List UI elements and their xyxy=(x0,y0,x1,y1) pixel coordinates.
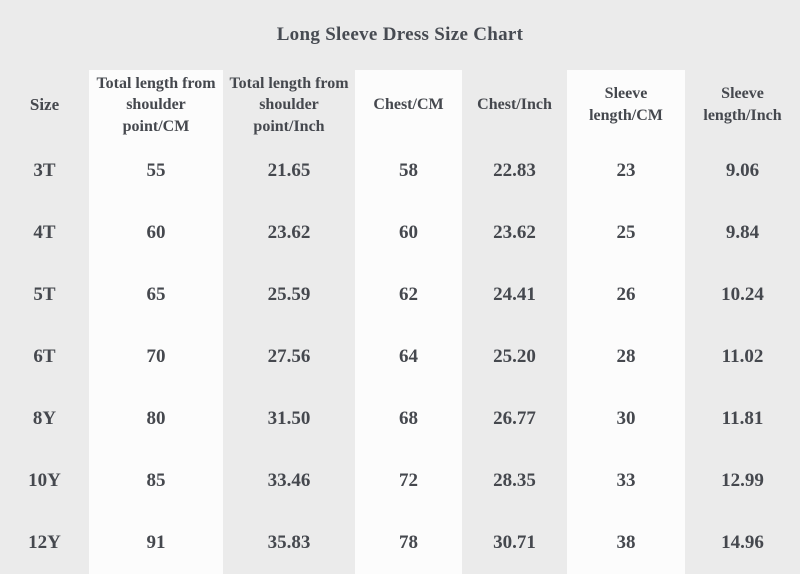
table-cell: 25.59 xyxy=(267,284,311,305)
table-cell: 9.06 xyxy=(725,160,760,181)
size-label: 3T xyxy=(33,160,56,181)
table-cell: 24.41 xyxy=(493,284,536,305)
table-cell: 64 xyxy=(355,326,462,388)
table-cell: 9.84 xyxy=(725,222,760,243)
table-cell: 85 xyxy=(89,450,223,512)
table-cell: 80 xyxy=(89,388,223,450)
table-cell: 11.02 xyxy=(721,346,764,367)
table-cell: 30 xyxy=(567,388,685,450)
table-cell: 10.24 xyxy=(721,284,764,305)
size-label: 8Y xyxy=(32,408,57,429)
column-header-chest-inch: Chest/Inch xyxy=(477,96,552,114)
table-cell: 28.35 xyxy=(493,470,536,491)
table-cell: 25.20 xyxy=(493,346,536,367)
table-cell: 35.83 xyxy=(267,532,311,553)
column-header-total-length-inch: Total length from shoulder point/Inch xyxy=(229,74,349,135)
table-cell: 28 xyxy=(567,326,685,388)
table-cell: 58 xyxy=(355,140,462,202)
column-header-sleeve-length-cm: Sleeve length/CM xyxy=(567,70,685,140)
table-cell: 25 xyxy=(567,202,685,264)
size-label: 5T xyxy=(33,284,56,305)
size-label: 12Y xyxy=(28,532,61,553)
table-cell: 33 xyxy=(567,450,685,512)
size-label: 4T xyxy=(33,222,56,243)
table-cell: 60 xyxy=(89,202,223,264)
table-cell: 23.62 xyxy=(493,222,536,243)
table-cell: 26.77 xyxy=(493,408,536,429)
table-cell: 26 xyxy=(567,264,685,326)
table-cell: 60 xyxy=(355,202,462,264)
table-cell: 11.81 xyxy=(721,408,764,429)
table-cell: 21.65 xyxy=(267,160,311,181)
title-bar: Long Sleeve Dress Size Chart xyxy=(0,0,800,70)
size-chart-table: Size Total length from shoulder point/CM… xyxy=(0,70,800,574)
table-cell: 68 xyxy=(355,388,462,450)
table-cell: 30.71 xyxy=(493,532,536,553)
table-cell: 33.46 xyxy=(267,470,311,491)
table-cell: 27.56 xyxy=(267,346,311,367)
table-cell: 12.99 xyxy=(721,470,764,491)
table-cell: 91 xyxy=(89,512,223,574)
table-cell: 62 xyxy=(355,264,462,326)
table-cell: 23 xyxy=(567,140,685,202)
table-cell: 22.83 xyxy=(493,160,536,181)
table-cell: 70 xyxy=(89,326,223,388)
table-cell: 55 xyxy=(89,140,223,202)
table-cell: 65 xyxy=(89,264,223,326)
page-title: Long Sleeve Dress Size Chart xyxy=(276,24,524,45)
table-cell: 31.50 xyxy=(267,408,311,429)
column-header-sleeve-length-inch: Sleeve length/Inch xyxy=(703,85,782,124)
column-header-chest-cm: Chest/CM xyxy=(355,70,462,140)
table-cell: 38 xyxy=(567,512,685,574)
size-label: 6T xyxy=(33,346,56,367)
table-cell: 72 xyxy=(355,450,462,512)
table-cell: 23.62 xyxy=(267,222,311,243)
column-header-total-length-cm: Total length from shoulder point/CM xyxy=(89,70,223,140)
size-label: 10Y xyxy=(28,470,61,491)
column-header-size: Size xyxy=(29,94,60,114)
table-cell: 78 xyxy=(355,512,462,574)
table-cell: 14.96 xyxy=(721,532,764,553)
